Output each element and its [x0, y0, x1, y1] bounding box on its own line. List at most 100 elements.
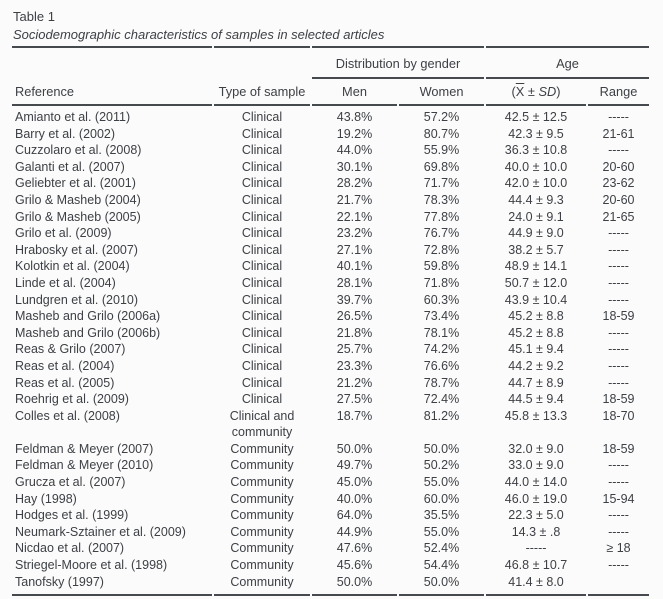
age-range-cell: -----	[608, 558, 629, 573]
women-percent-cell: 78.3%	[423, 192, 460, 207]
age-mean-sd-cell: 33.0 ± 9.0	[508, 458, 564, 473]
men-percent-cell: 40.0%	[336, 491, 373, 506]
sample-type-cell: Clinical	[241, 375, 283, 390]
table-row: Geliebter et al. (2001) Clinical 28.2% 71.7…	[12, 175, 649, 192]
men-percent-cell: 44.9%	[336, 524, 373, 539]
men-column-header: Men	[312, 79, 397, 106]
table-row: Kolotkin et al. (2004) Clinical 40.1% 59.8%…	[12, 258, 649, 275]
age-range-cell: -----	[608, 375, 629, 390]
table-number-title: Table 1	[13, 9, 55, 24]
age-range-cell: 15-94	[602, 491, 635, 506]
men-percent-cell: 23.3%	[336, 358, 373, 373]
sample-type-cell: Clinical	[241, 192, 283, 207]
reference-cell: Linde et al. (2004)	[15, 275, 116, 290]
men-percent-cell: 28.1%	[336, 275, 373, 290]
table-row: Reas et al. (2004) Clinical 23.3% 76.6% 44.2…	[12, 358, 649, 375]
age-range-cell: -----	[608, 524, 629, 539]
women-percent-cell: 78.7%	[423, 375, 460, 390]
men-percent-cell: 22.1%	[336, 209, 373, 224]
table-row: Galanti et al. (2007) Clinical 30.1% 69.8% 4…	[12, 159, 649, 176]
age-mean-sd-cell: 44.9 ± 9.0	[508, 226, 564, 241]
sample-type-cell: Community	[230, 508, 294, 523]
age-mean-sd-cell: 50.7 ± 12.0	[504, 275, 568, 290]
age-range-cell: -----	[608, 275, 629, 290]
age-mean-sd-cell: 42.3 ± 9.5	[508, 126, 564, 141]
range-column-header: Range	[588, 79, 650, 106]
table-row: Striegel-Moore et al. (1998) Community 45.…	[12, 557, 649, 574]
reference-cell: Feldman & Meyer (2007)	[15, 441, 154, 456]
women-percent-cell: 76.7%	[423, 226, 460, 241]
age-mean-sd-cell: 22.3 ± 5.0	[508, 508, 564, 523]
sample-type-cell: Clinical	[241, 259, 283, 274]
reference-cell: Neumark-Sztainer et al. (2009)	[15, 524, 186, 539]
women-percent-cell: 71.8%	[423, 275, 460, 290]
women-percent-cell: 72.8%	[423, 242, 460, 257]
men-percent-cell: 64.0%	[336, 508, 373, 523]
age-mean-sd-cell: -----	[525, 541, 547, 556]
men-percent-cell: 21.8%	[336, 325, 373, 340]
men-percent-cell: 27.5%	[336, 392, 373, 407]
sample-type-cell: Clinical	[241, 176, 283, 191]
group-spacer-type	[214, 46, 310, 79]
age-mean-sd-cell: 24.0 ± 9.1	[508, 209, 564, 224]
sample-type-cell: Clinical	[241, 226, 283, 241]
sample-type-cell: Community	[230, 541, 294, 556]
men-percent-cell: 25.7%	[336, 342, 373, 357]
women-percent-cell: 77.8%	[423, 209, 460, 224]
reference-cell: Reas & Grilo (2007)	[15, 342, 126, 357]
sample-type-cell: Community	[230, 524, 294, 539]
age-range-cell: 18-59	[602, 309, 635, 324]
reference-cell: Feldman & Meyer (2010)	[15, 458, 154, 473]
women-percent-cell: 50.0%	[423, 441, 460, 456]
table-row: Lundgren et al. (2010) Clinical 39.7% 60.3%…	[12, 292, 649, 309]
sample-type-cell: Clinical	[241, 126, 283, 141]
age-mean-sd-cell: 44.2 ± 9.2	[508, 358, 564, 373]
reference-cell: Striegel-Moore et al. (1998)	[15, 558, 168, 573]
age-range-cell: 18-59	[602, 392, 635, 407]
paren-close: )	[556, 83, 561, 99]
reference-cell: Hay (1998)	[15, 491, 77, 506]
reference-cell: Colles et al. (2008)	[15, 408, 120, 423]
table-row: Feldman & Meyer (2007) Community 50.0% 50.0…	[12, 441, 649, 458]
men-percent-cell: 50.0%	[312, 574, 397, 597]
women-percent-cell: 57.2%	[423, 110, 460, 124]
women-percent-cell: 50.2%	[423, 458, 460, 473]
women-percent-cell: 80.7%	[423, 126, 460, 141]
age-mean-sd-cell: 41.4 ± 8.0	[486, 574, 587, 597]
table-row: Masheb and Grilo (2006b) Clinical 21.8% 78.…	[12, 325, 649, 342]
age-range-cell: ≥ 18	[606, 541, 631, 556]
plus-minus-symbol: ±	[524, 83, 539, 99]
age-range-cell: -----	[608, 292, 629, 307]
sample-type-cell: Clinical	[241, 242, 283, 257]
age-mean-sd-cell: 42.0 ± 10.0	[504, 176, 568, 191]
age-mean-sd-cell: 14.3 ± .8	[511, 524, 561, 539]
age-range-cell: -----	[608, 325, 629, 340]
women-percent-cell: 55.9%	[423, 143, 460, 158]
table-row: Reas et al. (2005) Clinical 21.2% 78.7% 44.7…	[12, 375, 649, 392]
sample-type-cell: Clinical	[241, 309, 283, 324]
women-column-header: Women	[399, 79, 485, 106]
sample-type-cell: Clinical	[241, 110, 283, 124]
women-percent-cell: 81.2%	[423, 408, 460, 423]
age-range-cell: 21-61	[602, 126, 635, 141]
table-row: Tanofsky (1997) Community 50.0% 50.0% 41.4 ±…	[12, 574, 650, 597]
sample-type-cell: Community	[230, 475, 294, 490]
table-row: Feldman & Meyer (2010) Community 49.7% 50.2…	[12, 457, 649, 474]
age-mean-sd-cell: 36.3 ± 10.8	[504, 143, 568, 158]
age-range-cell: -----	[608, 259, 629, 274]
reference-cell: Grilo et al. (2009)	[15, 226, 112, 241]
reference-cell: Amianto et al. (2011)	[15, 110, 131, 124]
reference-cell: Hodges et al. (1999)	[15, 508, 129, 523]
sample-type-cell: Clinical and community	[229, 408, 295, 440]
men-percent-cell: 39.7%	[336, 292, 373, 307]
table-row: Grilo & Masheb (2004) Clinical 21.7% 78.3% 4…	[12, 192, 649, 209]
sample-type-column-header: Type of sample	[214, 79, 310, 106]
age-mean-sd-cell: 46.0 ± 19.0	[504, 491, 568, 506]
sample-type-cell: Community	[230, 491, 294, 506]
age-mean-sd-cell: 44.4 ± 9.3	[508, 192, 564, 207]
x-bar-symbol: X	[515, 83, 525, 99]
reference-cell: Galanti et al. (2007)	[15, 159, 125, 174]
men-percent-cell: 19.2%	[336, 126, 373, 141]
age-range-cell: -----	[608, 143, 629, 158]
